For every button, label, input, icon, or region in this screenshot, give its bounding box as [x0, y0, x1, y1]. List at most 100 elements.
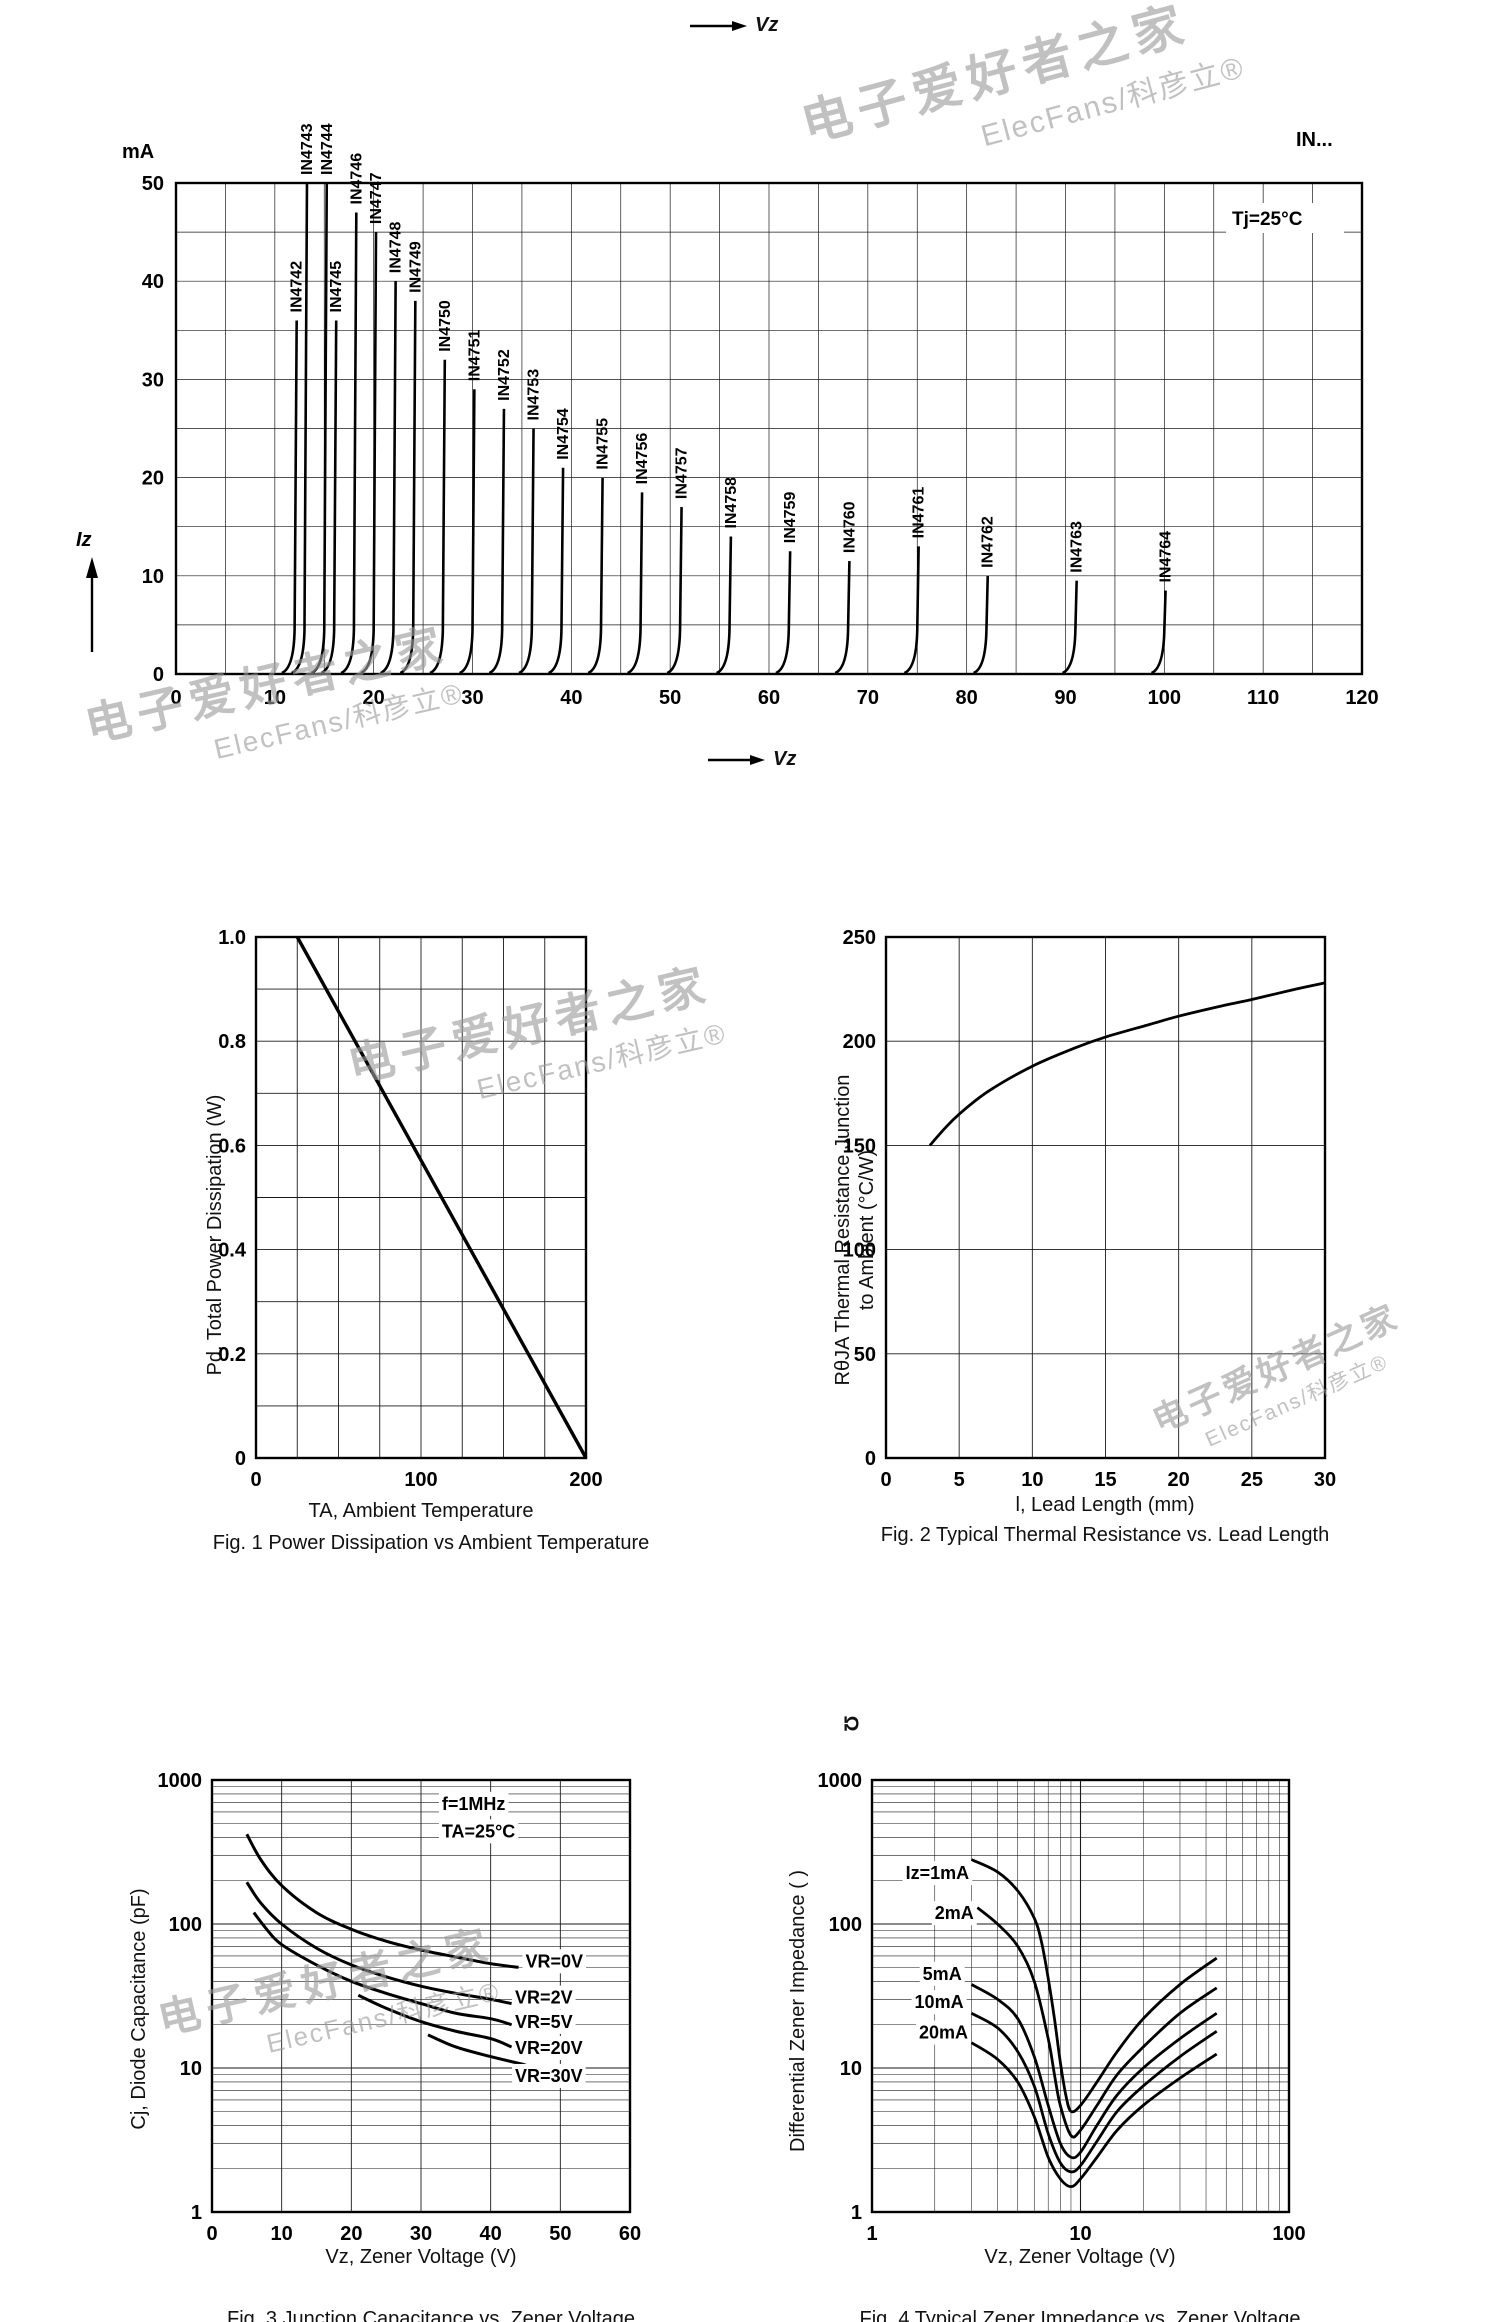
- svg-text:1: 1: [866, 2223, 877, 2245]
- svg-text:VR=2V: VR=2V: [515, 1988, 573, 2008]
- svg-text:250: 250: [843, 927, 876, 949]
- junction-capacitance-chart: 0 10 20 30 40 50 60 1 10 100 1000 VR=0V VR=2V VR=5V VR…: [158, 1770, 642, 2245]
- svg-text:0: 0: [235, 1448, 246, 1470]
- ma-unit-label: mA: [122, 141, 154, 163]
- svg-text:1000: 1000: [818, 1770, 863, 1792]
- fig4-caption: Fig. 4 Typical Zener Impedance vs. Zener…: [859, 2308, 1301, 2322]
- fig3-caption: Fig. 3 Junction Capacitance vs. Zener Vo…: [226, 2308, 635, 2322]
- svg-text:10: 10: [264, 687, 286, 709]
- vz-label-bottom: Vz: [773, 748, 797, 770]
- fig2-y-axis-title-line2: to Ambient (°C/W): [856, 1149, 878, 1311]
- fig4-y-axis-title: Differential Zener Impedance ( ): [787, 1870, 809, 2152]
- right-arrow-icon: [708, 754, 765, 765]
- iz-axis-label: Iz: [76, 529, 92, 551]
- svg-text:VR=20V: VR=20V: [515, 2038, 583, 2058]
- fig2-y-axis-title-line1: RθJA Thermal Resistance Junction: [832, 1074, 854, 1386]
- svg-text:20mA: 20mA: [919, 2023, 968, 2043]
- svg-text:0.4: 0.4: [218, 1240, 247, 1262]
- svg-text:IN4751: IN4751: [466, 330, 483, 382]
- svg-text:1000: 1000: [158, 1770, 203, 1792]
- svg-text:50: 50: [854, 1344, 876, 1366]
- svg-text:30: 30: [142, 369, 164, 391]
- svg-text:0: 0: [880, 1469, 891, 1491]
- svg-text:100: 100: [843, 1240, 876, 1262]
- svg-text:200: 200: [843, 1031, 876, 1053]
- svg-text:IN4750: IN4750: [437, 300, 454, 352]
- svg-text:150: 150: [843, 1135, 876, 1157]
- svg-text:10mA: 10mA: [915, 1992, 964, 2012]
- condition-label-box: [1226, 203, 1344, 233]
- svg-text:30: 30: [461, 687, 483, 709]
- svg-text:0: 0: [170, 687, 181, 709]
- svg-text:0: 0: [250, 1469, 261, 1491]
- svg-text:80: 80: [956, 687, 978, 709]
- svg-text:40: 40: [560, 687, 582, 709]
- svg-text:IN4754: IN4754: [555, 408, 572, 460]
- svg-text:25: 25: [1241, 1469, 1263, 1491]
- svg-text:IN4748: IN4748: [388, 222, 405, 274]
- svg-text:100: 100: [1148, 687, 1181, 709]
- svg-text:120: 120: [1345, 687, 1378, 709]
- svg-text:50: 50: [659, 687, 681, 709]
- fig4-x-axis-title: Vz, Zener Voltage (V): [984, 2246, 1176, 2268]
- fig2-caption: Fig. 2 Typical Thermal Resistance vs. Le…: [880, 1524, 1330, 1546]
- svg-text:f=1MHz: f=1MHz: [442, 1794, 506, 1814]
- vz-axis-arrow-top: Vz: [688, 14, 778, 37]
- svg-text:60: 60: [619, 2223, 641, 2245]
- thermal-plot-area: 0 5 10 15 20 25 30 0 50 100 150 200 250: [843, 927, 1337, 1491]
- svg-text:IN4764: IN4764: [1158, 531, 1175, 583]
- svg-text:10: 10: [1021, 1469, 1043, 1491]
- iz-up-arrow-head-icon: [86, 557, 98, 578]
- power-plot-area: 0 100 200 0 0.2 0.4 0.6 0.8 1.0: [218, 927, 603, 1491]
- svg-text:90: 90: [1054, 687, 1076, 709]
- svg-text:100: 100: [829, 1914, 862, 1936]
- svg-text:IN4749: IN4749: [407, 241, 424, 293]
- svg-text:IN4756: IN4756: [634, 433, 651, 485]
- svg-text:IN4761: IN4761: [911, 487, 928, 539]
- svg-text:40: 40: [480, 2223, 502, 2245]
- fig1-caption: Fig. 1 Power Dissipation vs Ambient Temp…: [212, 1532, 650, 1554]
- svg-text:50: 50: [549, 2223, 571, 2245]
- power-derating-chart: 0 100 200 0 0.2 0.4 0.6 0.8 1.0: [218, 927, 603, 1491]
- svg-text:0.2: 0.2: [218, 1344, 246, 1366]
- svg-text:IN4743: IN4743: [299, 123, 316, 175]
- zener-iv-plot-area: 0 10 20 30 40 50 60 70 80 90 100 110 120 0 10 20 30 40 50 I…: [142, 123, 1379, 709]
- svg-text:IN4757: IN4757: [674, 447, 691, 499]
- svg-text:100: 100: [404, 1469, 437, 1491]
- svg-text:50: 50: [142, 173, 164, 195]
- svg-text:1.0: 1.0: [218, 927, 246, 949]
- svg-text:5: 5: [954, 1469, 965, 1491]
- svg-text:15: 15: [1094, 1469, 1116, 1491]
- fig3-x-axis-title: Vz, Zener Voltage (V): [325, 2246, 517, 2268]
- svg-text:TA=25°C: TA=25°C: [442, 1821, 515, 1841]
- svg-text:1: 1: [851, 2202, 862, 2224]
- svg-text:IN4746: IN4746: [348, 153, 365, 205]
- vz-axis-arrow-bottom: Vz: [706, 748, 796, 771]
- impedance-plot-area: 1 10 100 1 10 100 1000 Iz=1mA 2mA 5mA 10mA 20mA: [818, 1770, 1306, 2245]
- svg-text:20: 20: [363, 687, 385, 709]
- svg-text:IN4745: IN4745: [328, 261, 345, 313]
- svg-text:0: 0: [206, 2223, 217, 2245]
- svg-text:2mA: 2mA: [935, 1903, 974, 1923]
- vz-label-top: Vz: [755, 14, 779, 36]
- series-corner-label: IN...: [1296, 129, 1333, 151]
- svg-text:IN4742: IN4742: [289, 261, 306, 313]
- svg-text:IN4744: IN4744: [319, 123, 336, 175]
- svg-text:VR=30V: VR=30V: [515, 2066, 583, 2086]
- fig2-x-axis-title: l, Lead Length (mm): [1015, 1494, 1195, 1516]
- svg-text:IN4759: IN4759: [782, 492, 799, 544]
- svg-text:5mA: 5mA: [923, 1964, 962, 1984]
- svg-text:0: 0: [153, 664, 164, 686]
- svg-text:IN4755: IN4755: [595, 418, 612, 470]
- zener-iv-chart: 0 10 20 30 40 50 60 70 80 90 100 110 120 0 10 20 30 40 50 I…: [76, 123, 1379, 709]
- svg-text:1: 1: [191, 2202, 202, 2224]
- capacitance-plot-area: 0 10 20 30 40 50 60 1 10 100 1000 VR=0V VR=2V VR=5V VR…: [158, 1770, 642, 2245]
- svg-text:10: 10: [271, 2223, 293, 2245]
- svg-text:100: 100: [1272, 2223, 1305, 2245]
- svg-text:30: 30: [1314, 1469, 1336, 1491]
- svg-text:0.8: 0.8: [218, 1031, 246, 1053]
- svg-text:IN4763: IN4763: [1069, 521, 1086, 573]
- svg-text:VR=0V: VR=0V: [526, 1951, 584, 1971]
- svg-text:VR=5V: VR=5V: [515, 2012, 573, 2032]
